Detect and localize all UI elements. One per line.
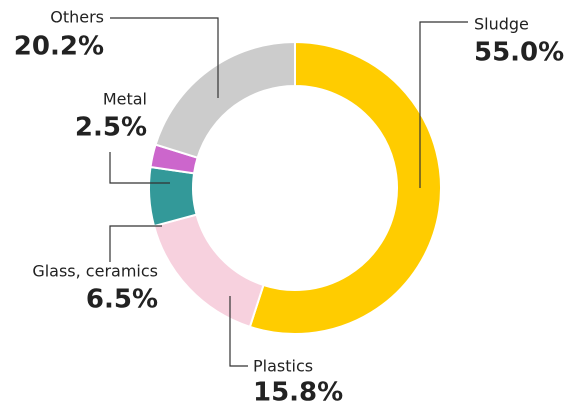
slice-value: 6.5% [86, 285, 158, 315]
donut-slice [152, 213, 265, 329]
slice-value: 2.5% [75, 113, 147, 143]
leader-line [419, 21, 468, 188]
slice-value: 20.2% [14, 32, 104, 62]
leader-line [229, 296, 248, 367]
slice-name: Plastics [253, 357, 313, 376]
donut-slice [154, 40, 296, 159]
slice-value: 15.8% [253, 378, 343, 408]
donut-slice [148, 165, 198, 228]
leader-line [109, 225, 162, 262]
slice-name: Sludge [474, 15, 529, 34]
slice-name: Others [50, 8, 104, 27]
slice-name: Metal [103, 90, 147, 109]
slice-value: 55.0% [474, 38, 564, 68]
donut-slice [248, 40, 442, 335]
slice-name: Glass, ceramics [32, 262, 158, 281]
leader-line [110, 17, 219, 98]
leader-line [109, 152, 170, 184]
